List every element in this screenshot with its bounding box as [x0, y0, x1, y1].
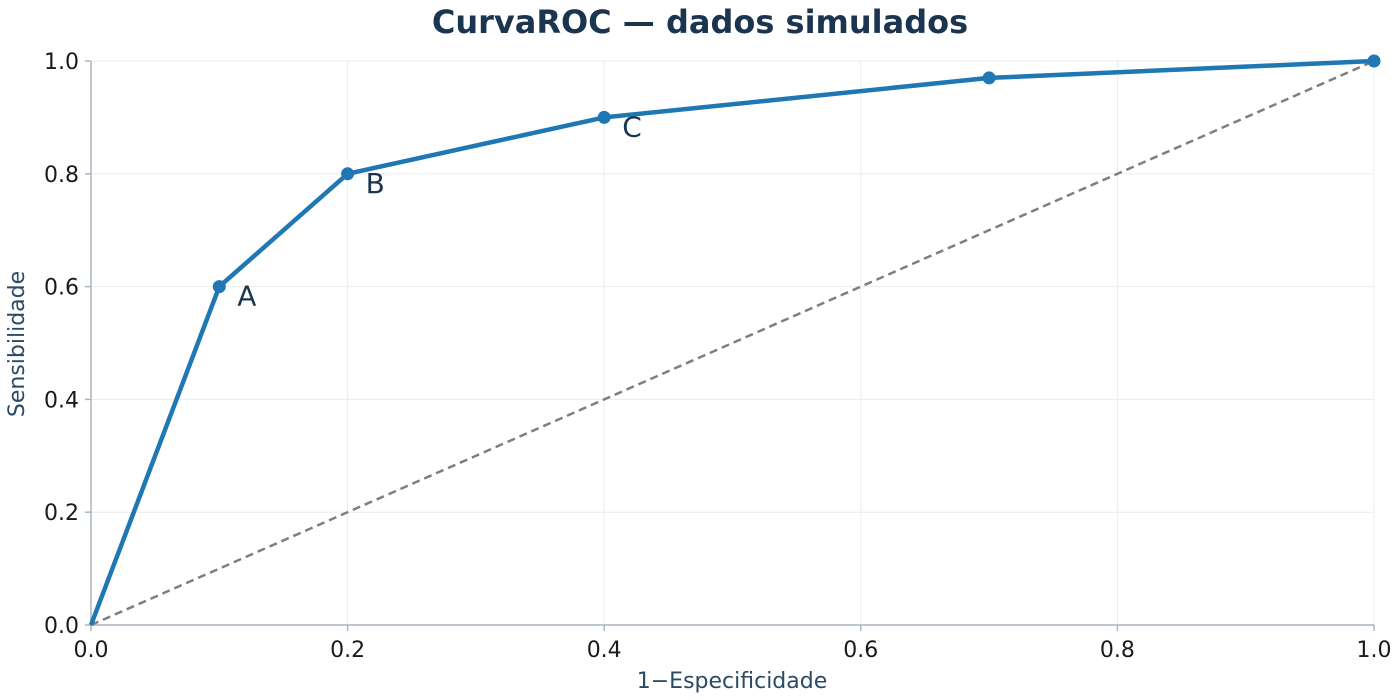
axes	[90, 61, 1374, 626]
chart-title: CurvaROC — dados simulados	[432, 3, 968, 41]
point-annotation: C	[622, 110, 642, 143]
series	[88, 54, 1381, 627]
point-annotation: A	[237, 280, 256, 313]
roc-point	[341, 167, 355, 181]
y-tick-label: 1.0	[44, 50, 79, 75]
roc-curve-line	[88, 58, 1375, 626]
y-tick-label: 0.6	[44, 276, 79, 301]
y-tick-label: 0.4	[44, 388, 79, 413]
x-tick-label: 0.4	[587, 638, 622, 663]
annotations: A B C	[237, 110, 641, 312]
x-tick-label: 0.0	[74, 638, 109, 663]
y-tick-label: 0.2	[44, 501, 79, 526]
roc-point	[982, 71, 996, 85]
reference-diagonal-line	[90, 59, 1375, 627]
ticks: 0.0 0.2 0.4 0.6 0.8 1.0 0.0 0.2 0.4 0.6 0.8 1.0	[44, 50, 1392, 663]
x-tick-label: 0.6	[843, 638, 878, 663]
y-tick-label: 0.0	[44, 614, 79, 639]
x-tick-label: 0.8	[1100, 638, 1135, 663]
y-axis-label: Sensibilidade	[5, 271, 30, 417]
roc-point	[597, 110, 611, 124]
x-tick-label: 1.0	[1357, 638, 1392, 663]
roc-point	[212, 280, 226, 294]
x-tick-label: 0.2	[330, 638, 365, 663]
point-annotation: B	[366, 167, 385, 200]
x-axis-label: 1−Especificidade	[637, 669, 828, 694]
y-tick-label: 0.8	[44, 163, 79, 188]
roc-point	[1367, 54, 1381, 68]
